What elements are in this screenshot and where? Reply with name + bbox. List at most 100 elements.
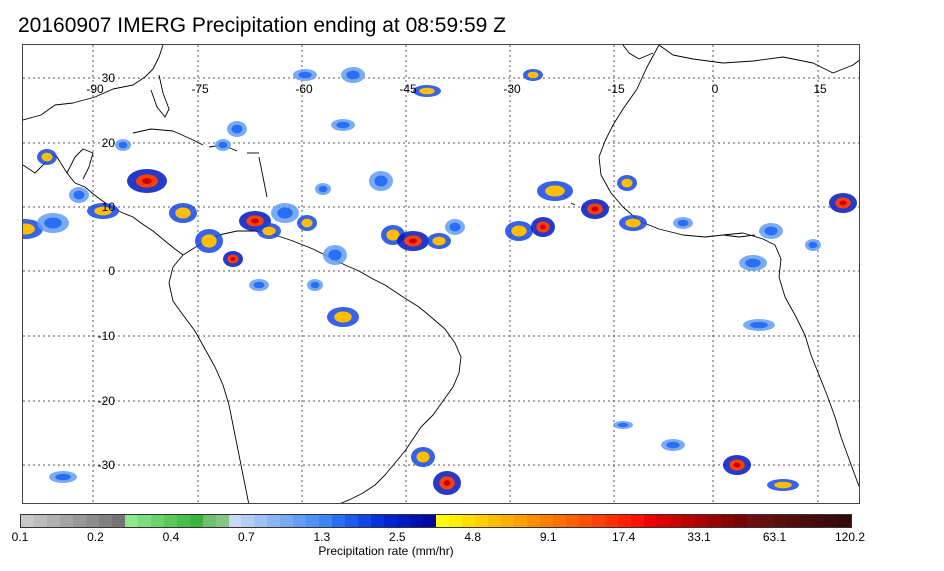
precip-core <box>201 234 217 248</box>
precip-core <box>298 71 312 79</box>
precip-peak <box>409 238 417 244</box>
colorbar-segment <box>384 515 398 527</box>
precip-core <box>310 281 320 289</box>
colorbar-tick-label: 0.4 <box>162 530 180 544</box>
precip-core <box>23 223 35 235</box>
precip-peak <box>591 206 599 212</box>
precip-peak <box>142 178 152 184</box>
colorbar-segment <box>539 515 553 527</box>
map-title: 20160907 IMERG Precipitation ending at 0… <box>18 14 506 37</box>
precip-core <box>625 218 641 228</box>
precip-peak <box>230 257 236 261</box>
colorbar-segment <box>215 515 229 527</box>
precip-peak <box>540 224 546 230</box>
coast-south-america-west <box>168 254 250 503</box>
colorbar-tick-label: 17.4 <box>611 530 636 544</box>
longitude-label: -90 <box>86 82 104 96</box>
colorbar-segment <box>124 515 138 527</box>
colorbar-segment <box>461 515 475 527</box>
precip-core <box>334 311 352 323</box>
precip-core <box>231 124 243 134</box>
precip-core <box>318 185 328 193</box>
colorbar-tick-label: 4.8 <box>464 530 482 544</box>
colorbar-segment <box>643 515 657 527</box>
precip-core <box>41 152 53 162</box>
colorbar-segment <box>280 515 294 527</box>
precipitation-map: -90 -75 -60 -45 -30 -15 0 15 30 20 10 0 -10 -20 -30 <box>22 44 860 504</box>
colorbar-segment <box>500 515 514 527</box>
latitude-label: -10 <box>98 329 116 343</box>
colorbar-tick-label: 2.5 <box>388 530 406 544</box>
colorbar-segment <box>189 515 203 527</box>
colorbar-segment <box>695 515 709 527</box>
colorbar-segment <box>747 515 761 527</box>
colorbar-segment <box>228 515 242 527</box>
precip-core <box>419 87 435 95</box>
colorbar-segment <box>773 515 787 527</box>
precip-core <box>527 71 539 79</box>
map-canvas: -90 -75 -60 -45 -30 -15 0 15 30 20 10 0 -10 -20 -30 <box>23 45 859 503</box>
precip-core <box>808 241 818 249</box>
precip-core <box>750 321 768 329</box>
coast-gulf-of-guinea <box>722 234 756 238</box>
colorbar-segment <box>552 515 566 527</box>
coastlines <box>23 45 859 503</box>
colorbar-segment <box>410 515 424 527</box>
precip-core <box>416 451 430 463</box>
precip-core <box>774 481 792 489</box>
precip-core <box>386 229 400 241</box>
colorbar-segment <box>682 515 696 527</box>
coast-cuba <box>132 128 204 146</box>
precip-core <box>44 217 62 229</box>
precip-core <box>118 141 128 149</box>
latitude-label: -30 <box>98 458 116 472</box>
colorbar-segment <box>617 515 631 527</box>
longitude-label: -60 <box>295 82 313 96</box>
latitude-label: -20 <box>98 394 116 408</box>
colorbar-segment <box>799 515 813 527</box>
longitude-label: -75 <box>191 82 209 96</box>
colorbar-segment <box>319 515 333 527</box>
colorbar-tick-label: 33.1 <box>687 530 711 544</box>
colorbar-segment <box>163 515 177 527</box>
colorbar-segment <box>267 515 281 527</box>
colorbar-segment <box>46 515 60 527</box>
precip-peak <box>443 480 451 486</box>
precip-peak <box>251 218 259 224</box>
colorbar-tick-label: 1.3 <box>313 530 331 544</box>
longitude-label: -15 <box>607 82 625 96</box>
precip-core <box>621 178 633 188</box>
colorbar-segment <box>111 515 125 527</box>
precip-core <box>328 249 342 261</box>
colorbar-segment <box>371 515 385 527</box>
colorbar-segment <box>306 515 320 527</box>
coast-florida <box>150 74 170 118</box>
longitude-label: -45 <box>399 82 417 96</box>
colorbar-tick-label: 0.1 <box>11 530 29 544</box>
colorbar-segment <box>708 515 722 527</box>
precip-core <box>432 236 446 246</box>
colorbar-segment <box>423 515 436 527</box>
latitude-label: 0 <box>108 264 115 278</box>
colorbar-segment <box>358 515 372 527</box>
colorbar-segment <box>176 515 190 527</box>
colorbar-segment <box>591 515 605 527</box>
colorbar-segment <box>137 515 151 527</box>
colorbar-segment <box>150 515 164 527</box>
precip-peak <box>733 462 741 468</box>
coast-north-america <box>23 45 164 121</box>
precip-core <box>666 441 680 449</box>
colorbar-segment <box>332 515 346 527</box>
latitude-label: 30 <box>102 71 116 85</box>
colorbar-segment <box>21 515 34 527</box>
colorbar-segment <box>760 515 774 527</box>
colorbar-segment <box>630 515 644 527</box>
precip-core <box>677 219 689 227</box>
coast-iberia <box>622 45 654 60</box>
latitude-label: 10 <box>102 200 116 214</box>
precip-core <box>336 121 350 129</box>
precip-core <box>55 473 71 481</box>
colorbar-segment <box>98 515 112 527</box>
colorbar-segment <box>526 515 540 527</box>
colorbar-segment <box>72 515 86 527</box>
